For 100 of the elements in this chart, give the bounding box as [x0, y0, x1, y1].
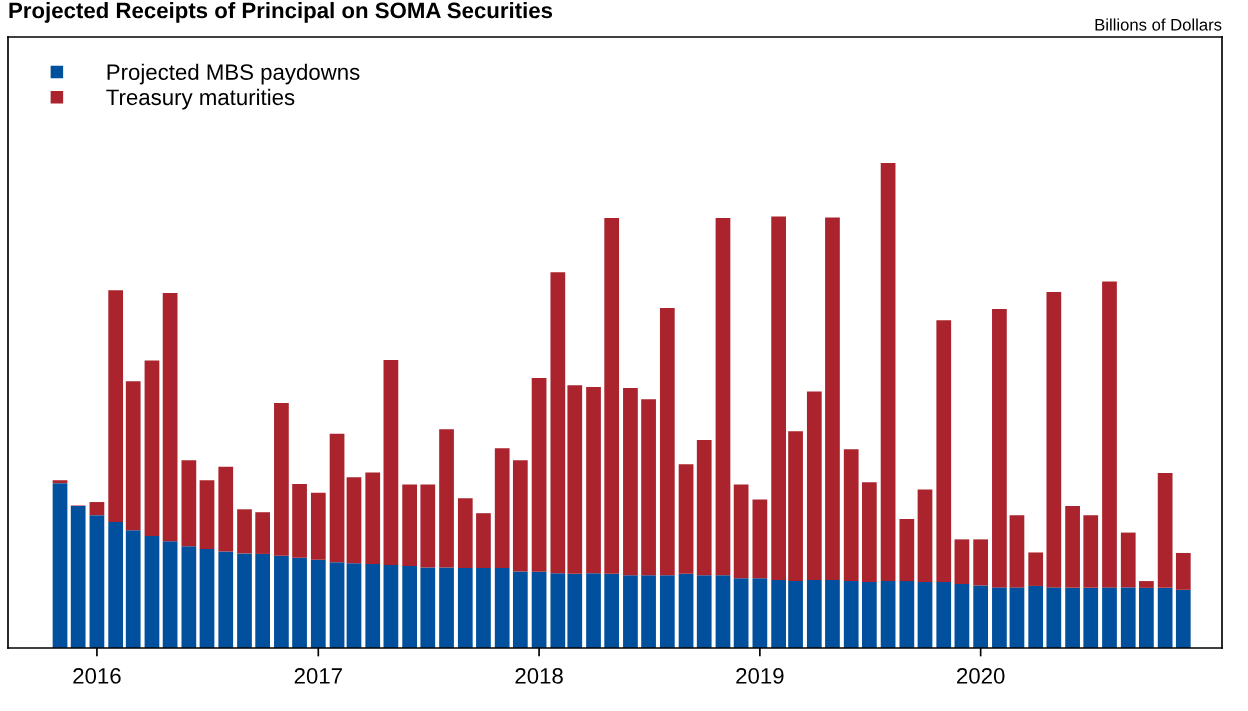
bar — [992, 587, 1007, 648]
bar — [52, 483, 68, 648]
bar — [825, 580, 840, 648]
bar — [402, 484, 418, 567]
bar — [476, 567, 491, 648]
bar — [89, 515, 105, 648]
bar — [108, 290, 124, 522]
bar — [199, 480, 215, 550]
bar — [199, 549, 215, 648]
bar — [476, 513, 491, 568]
bar — [1157, 472, 1173, 588]
x-tick-label: 2019 — [736, 668, 784, 684]
bar — [181, 546, 197, 648]
bar — [880, 581, 896, 648]
chart-title: Projected Receipts of Principal on SOMA Securities — [9, 2, 553, 23]
bar — [586, 387, 601, 574]
bar — [89, 502, 105, 516]
x-tick-label: 2020 — [957, 668, 1005, 684]
bar — [292, 557, 307, 648]
bar — [936, 582, 952, 648]
bar — [1046, 292, 1062, 588]
bar — [1009, 587, 1025, 648]
bar — [550, 573, 566, 648]
bar — [659, 575, 675, 648]
x-tick-label: 2018 — [515, 668, 563, 684]
bar — [346, 563, 362, 648]
bar — [1028, 552, 1044, 586]
bar — [365, 472, 381, 565]
bar — [1139, 581, 1154, 588]
bar — [604, 573, 620, 648]
bar — [1175, 552, 1191, 590]
bar — [917, 489, 933, 583]
bar — [899, 581, 915, 648]
bar — [752, 578, 768, 648]
bar — [973, 585, 989, 648]
bar — [550, 272, 566, 574]
bar — [494, 448, 510, 568]
bar — [346, 477, 362, 564]
bar — [402, 566, 418, 648]
bar — [494, 567, 510, 648]
bar — [715, 575, 731, 648]
bar — [237, 553, 252, 648]
bar — [310, 559, 326, 648]
bar — [52, 480, 68, 484]
bar — [623, 575, 638, 648]
bar — [861, 482, 877, 583]
bar — [144, 360, 160, 536]
bar — [771, 580, 786, 648]
bar — [992, 309, 1007, 588]
bar — [439, 567, 454, 648]
bar — [954, 539, 970, 584]
bar — [255, 512, 271, 554]
bar — [604, 217, 620, 574]
bar — [531, 571, 547, 648]
bar — [1028, 585, 1044, 648]
bar — [954, 583, 970, 648]
bar — [1120, 587, 1136, 648]
bar — [255, 553, 271, 648]
bar — [70, 505, 86, 648]
bar — [218, 466, 234, 552]
bar — [383, 359, 399, 566]
bar — [420, 484, 436, 568]
bar — [1046, 587, 1062, 648]
bar — [329, 433, 345, 563]
bar — [1102, 587, 1117, 648]
bar — [659, 308, 675, 576]
bar — [1065, 505, 1080, 588]
bar — [439, 429, 454, 568]
bar — [733, 484, 749, 579]
bar — [1120, 532, 1136, 588]
bar — [292, 484, 307, 558]
bar — [512, 571, 528, 648]
bar — [733, 578, 749, 648]
bar — [917, 582, 933, 648]
bar — [1102, 281, 1117, 588]
bar — [567, 573, 583, 648]
bar — [383, 565, 399, 648]
bar — [237, 509, 252, 554]
bar — [678, 464, 694, 574]
bar — [218, 551, 234, 648]
bar — [973, 539, 989, 586]
bar — [1083, 515, 1099, 588]
bar — [457, 567, 473, 648]
bar — [1009, 515, 1025, 588]
bar — [1157, 587, 1173, 648]
bar — [788, 431, 803, 582]
bar — [181, 460, 197, 547]
bar — [641, 575, 656, 648]
legend-label: Projected MBS paydowns — [107, 63, 360, 85]
bar — [310, 492, 326, 560]
bar — [825, 217, 840, 581]
legend-label: Treasury maturities — [106, 88, 295, 110]
x-tick-label: 2017 — [294, 668, 342, 684]
bar — [678, 573, 694, 648]
bar — [125, 381, 141, 531]
bar — [567, 385, 583, 574]
bar — [843, 581, 859, 648]
bar — [752, 499, 768, 579]
bar — [365, 564, 381, 648]
bar — [531, 377, 547, 572]
